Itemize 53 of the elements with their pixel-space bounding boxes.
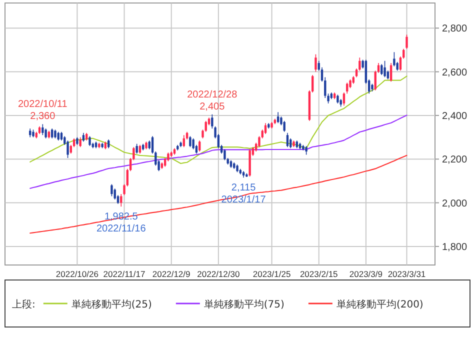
annotation: 2022/12/28 [187, 89, 238, 100]
candlestick [390, 62, 392, 82]
candlestick [114, 188, 116, 200]
x-tick-label: 2022/10/26 [56, 269, 99, 279]
x-tick-label: 2023/3/31 [388, 269, 426, 279]
candlestick [110, 184, 113, 197]
candlestick [342, 92, 346, 106]
candlestick [192, 138, 194, 150]
legend-label: 単純移動平均(25) [71, 298, 152, 310]
candlestick [136, 143, 138, 154]
candlestick [283, 120, 286, 132]
candlestick [224, 148, 226, 161]
y-tick-label: 2,400 [442, 110, 468, 122]
candlestick [42, 124, 44, 136]
y-tick-label: 1,800 [442, 242, 468, 253]
candlestick [44, 128, 47, 139]
candlestick [182, 134, 186, 148]
x-tick-label: 2022/11/17 [103, 269, 146, 279]
candlestick [66, 140, 69, 158]
x-tick-label: 2022/12/9 [152, 269, 191, 279]
candlestick [380, 64, 383, 76]
y-tick-label: 2,800 [442, 24, 468, 35]
annotation: 2,115 [231, 182, 256, 194]
candlestick [286, 132, 289, 148]
legend-label: 単純移動平均(200) [336, 298, 424, 310]
candlestick [264, 122, 267, 134]
x-tick-label: 2023/2/15 [300, 269, 338, 279]
annotation: 2023/1/17 [221, 194, 266, 206]
candlestick [189, 136, 192, 148]
x-tick-label: 2022/12/30 [197, 269, 240, 279]
annotation: 2022/10/11 [18, 99, 68, 110]
candlestick [384, 60, 386, 78]
candlestick [276, 112, 280, 124]
candlestick [50, 128, 54, 139]
candlestick [88, 136, 91, 146]
candlestick [198, 140, 201, 152]
x-tick-label: 2023/1/25 [252, 269, 291, 279]
candlestick [314, 54, 317, 72]
y-tick-label: 2,600 [442, 67, 468, 78]
candlestick [393, 52, 396, 67]
annotation: 2,360 [30, 111, 56, 122]
legend-label: 単純移動平均(75) [204, 298, 285, 310]
line-series [30, 154, 408, 234]
y-tick-label: 2,200 [442, 154, 468, 166]
legend-title: 上段: [12, 298, 36, 310]
candlestick [79, 136, 82, 148]
y-tick-label: 2,000 [442, 198, 468, 210]
x-tick-label: 2023/3/9 [349, 269, 383, 279]
candlestick [406, 34, 408, 50]
annotation: 2,405 [200, 101, 226, 112]
candlestick [120, 194, 122, 207]
annotation: 2022/11/16 [96, 224, 146, 235]
candlestick [346, 82, 348, 94]
